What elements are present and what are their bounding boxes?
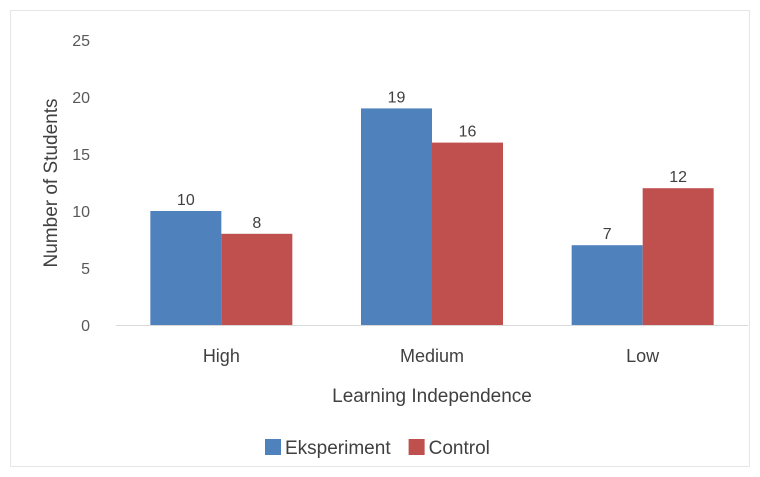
bar-eksperiment-medium [361, 108, 432, 326]
legend: Eksperiment Control [265, 438, 490, 459]
bar-control-low [642, 188, 714, 325]
x-category-label: High [203, 346, 240, 366]
data-label: 19 [388, 89, 406, 106]
data-label: 12 [669, 169, 687, 186]
data-labels: 10 8 19 16 7 12 [177, 89, 687, 243]
x-axis-title: Learning Independence [332, 386, 532, 407]
y-tick-label: 25 [72, 33, 90, 50]
data-label: 8 [252, 215, 261, 232]
bar-control-medium [432, 142, 503, 325]
y-tick-label: 20 [72, 90, 90, 107]
data-label: 7 [603, 226, 612, 243]
x-category-label: Medium [400, 346, 464, 366]
bar-eksperiment-low [571, 245, 643, 325]
legend-swatch-eksperiment [265, 439, 281, 455]
bar-control-high [221, 233, 293, 325]
bar-eksperiment-high [150, 211, 222, 325]
legend-label-eksperiment: Eksperiment [285, 438, 391, 459]
bars [150, 108, 714, 326]
data-label: 16 [459, 124, 477, 141]
y-axis-title: Number of Students [41, 99, 62, 268]
y-tick-label: 15 [72, 147, 90, 164]
x-category-label: Low [626, 346, 660, 366]
x-axis-category-labels: High Medium Low [203, 346, 660, 366]
legend-swatch-control [408, 439, 425, 455]
data-label: 10 [177, 192, 195, 209]
y-tick-label: 10 [72, 204, 90, 221]
y-tick-label: 0 [81, 318, 90, 335]
y-axis-ticks: 0 5 10 15 20 25 [72, 33, 90, 335]
y-tick-label: 5 [81, 261, 90, 278]
legend-label-control: Control [429, 438, 490, 459]
